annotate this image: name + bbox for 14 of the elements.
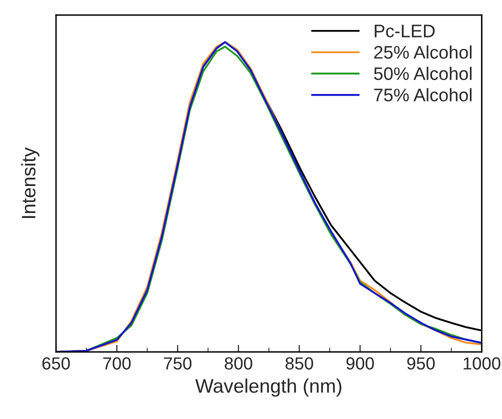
legend-label: Pc-LED (374, 24, 435, 38)
x-tick-label: 950 (407, 357, 435, 370)
x-axis-title: Wavelength (nm) (195, 378, 342, 397)
x-tick-label: 800 (224, 357, 252, 370)
y-axis-title: Intensity (21, 147, 40, 218)
x-tick-label: 750 (164, 357, 192, 370)
legend-label: 50% Alcohol (374, 66, 472, 80)
x-tick-label: 850 (286, 357, 314, 370)
x-tick-label: 650 (42, 357, 70, 370)
x-tick-label: 700 (103, 357, 131, 370)
x-tick-label: 1000 (464, 357, 500, 370)
legend-label: 75% Alcohol (374, 88, 472, 102)
legend-label: 25% Alcohol (374, 45, 472, 59)
x-tick-label: 900 (346, 357, 374, 370)
